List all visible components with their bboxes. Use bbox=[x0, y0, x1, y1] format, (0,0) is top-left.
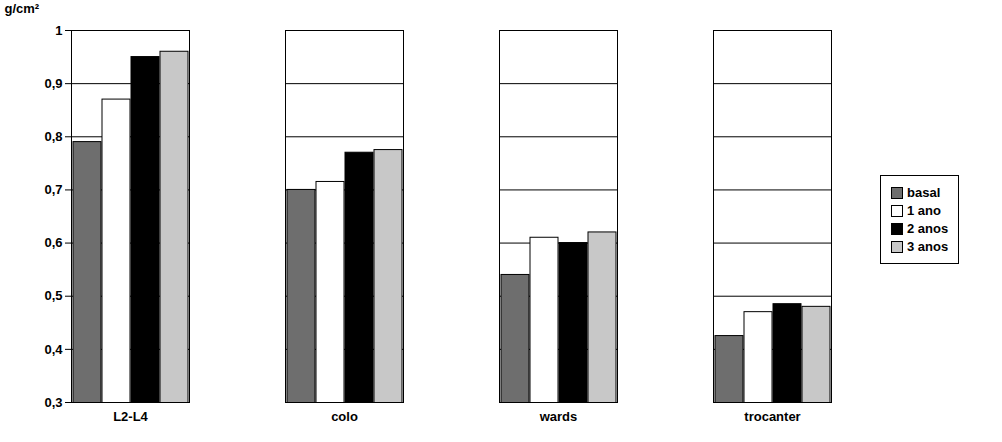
svg-text:0,7: 0,7 bbox=[44, 182, 62, 197]
svg-text:L2-L4: L2-L4 bbox=[113, 409, 148, 424]
svg-text:0,8: 0,8 bbox=[44, 129, 62, 144]
svg-text:0,9: 0,9 bbox=[44, 76, 62, 91]
svg-text:0,5: 0,5 bbox=[44, 288, 62, 303]
svg-text:1: 1 bbox=[55, 23, 62, 38]
svg-text:trocanter: trocanter bbox=[744, 409, 800, 424]
svg-text:colo: colo bbox=[331, 409, 358, 424]
html-text:3 anos: 3 anos bbox=[907, 239, 949, 254]
svg-text:g/cm²: g/cm² bbox=[5, 1, 40, 16]
svg-text:0,6: 0,6 bbox=[44, 235, 62, 250]
html-text:2 anos: 2 anos bbox=[907, 221, 949, 236]
svg-text:wards: wards bbox=[539, 409, 578, 424]
svg-text:0,4: 0,4 bbox=[44, 342, 63, 357]
svg-text:0,3: 0,3 bbox=[44, 395, 62, 410]
html-text:1 ano: 1 ano bbox=[907, 203, 941, 218]
html-text:basal: basal bbox=[907, 185, 941, 200]
